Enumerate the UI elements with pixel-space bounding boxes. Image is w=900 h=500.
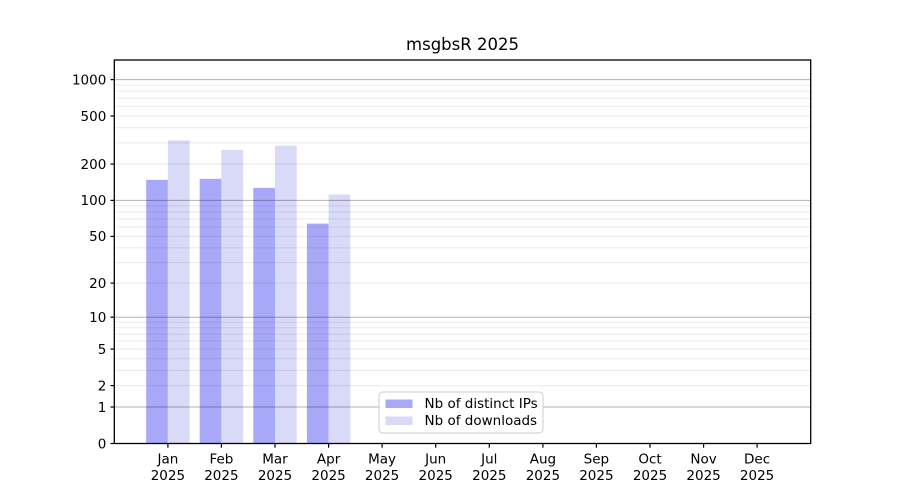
x-tick-label-month: May	[368, 451, 396, 467]
legend-label: Nb of distinct IPs	[425, 396, 538, 412]
x-tick-label-year: 2025	[258, 468, 292, 484]
y-tick-label: 10	[89, 310, 106, 326]
bar-jan-ips	[146, 179, 168, 444]
x-tick-label-year: 2025	[686, 468, 720, 484]
x-tick-label-year: 2025	[579, 468, 613, 484]
x-tick-label-year: 2025	[740, 468, 774, 484]
x-tick-label-month: Sep	[584, 451, 609, 467]
x-tick-label-month: Dec	[744, 451, 770, 467]
x-tick-label-year: 2025	[151, 468, 185, 484]
y-tick-label: 2	[98, 378, 107, 394]
legend-label: Nb of downloads	[425, 413, 538, 429]
x-tick-label-month: Oct	[638, 451, 661, 467]
x-tick-label-month: Apr	[317, 451, 341, 467]
x-tick-label-month: Jul	[480, 451, 497, 467]
y-tick-label: 1000	[72, 72, 106, 88]
legend-swatch-ips	[385, 399, 413, 408]
x-tick-label-year: 2025	[204, 468, 238, 484]
y-tick-label: 5	[98, 342, 107, 358]
bar-mar-ips	[253, 187, 275, 444]
x-tick-label-month: Nov	[690, 451, 716, 467]
y-tick-label: 500	[81, 109, 107, 125]
legend-box	[378, 391, 544, 434]
y-tick-label: 100	[81, 193, 107, 209]
bar-mar-downloads	[275, 145, 297, 444]
x-tick-label-year: 2025	[311, 468, 345, 484]
bar-jan-downloads	[167, 140, 190, 444]
y-tick-label: 50	[89, 229, 106, 245]
chart-title: msgbsR 2025	[406, 35, 519, 54]
x-tick-label-month: Jun	[424, 451, 446, 467]
bar-feb-ips	[199, 178, 222, 444]
x-tick-label-month: Aug	[530, 451, 556, 467]
y-tick-label: 0	[98, 436, 107, 452]
bar-apr-ips	[306, 223, 329, 444]
y-tick-label: 20	[89, 276, 106, 292]
x-tick-label-month: Jan	[156, 451, 178, 467]
legend-swatch-downloads	[385, 416, 413, 425]
bar-feb-downloads	[221, 149, 244, 444]
x-tick-label-month: Mar	[262, 451, 288, 467]
x-tick-label-year: 2025	[419, 468, 453, 484]
bar-apr-downloads	[328, 194, 351, 444]
y-tick-label: 1	[98, 400, 107, 416]
x-tick-label-year: 2025	[633, 468, 667, 484]
y-tick-label: 200	[81, 157, 107, 173]
x-tick-label-year: 2025	[365, 468, 399, 484]
x-tick-label-month: Feb	[209, 451, 233, 467]
plot-border	[113, 59, 812, 445]
x-tick-label-year: 2025	[472, 468, 506, 484]
x-tick-label-year: 2025	[526, 468, 560, 484]
